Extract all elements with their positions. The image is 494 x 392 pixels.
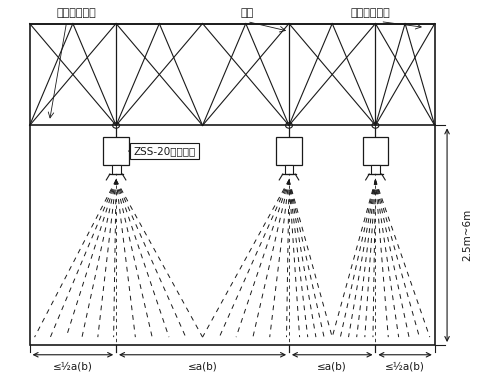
Bar	[285, 165, 293, 174]
Text: ≤a(b): ≤a(b)	[188, 362, 217, 372]
Text: ≤a(b): ≤a(b)	[317, 362, 347, 372]
Bar	[371, 165, 380, 174]
Bar	[103, 137, 129, 165]
Text: ≤½a(b): ≤½a(b)	[53, 362, 93, 372]
Bar	[30, 24, 435, 345]
Text: 天花（梁底）: 天花（梁底）	[57, 7, 96, 18]
Text: 楼板（屋面）: 楼板（屋面）	[351, 7, 390, 18]
Bar	[112, 165, 121, 174]
Text: ZSS-20灭火装置: ZSS-20灭火装置	[133, 146, 196, 156]
Bar	[276, 137, 302, 165]
Text: ≤½a(b): ≤½a(b)	[385, 362, 425, 372]
Text: 2.5m~6m: 2.5m~6m	[462, 209, 472, 261]
Text: 水管: 水管	[241, 7, 253, 18]
Bar	[363, 137, 388, 165]
